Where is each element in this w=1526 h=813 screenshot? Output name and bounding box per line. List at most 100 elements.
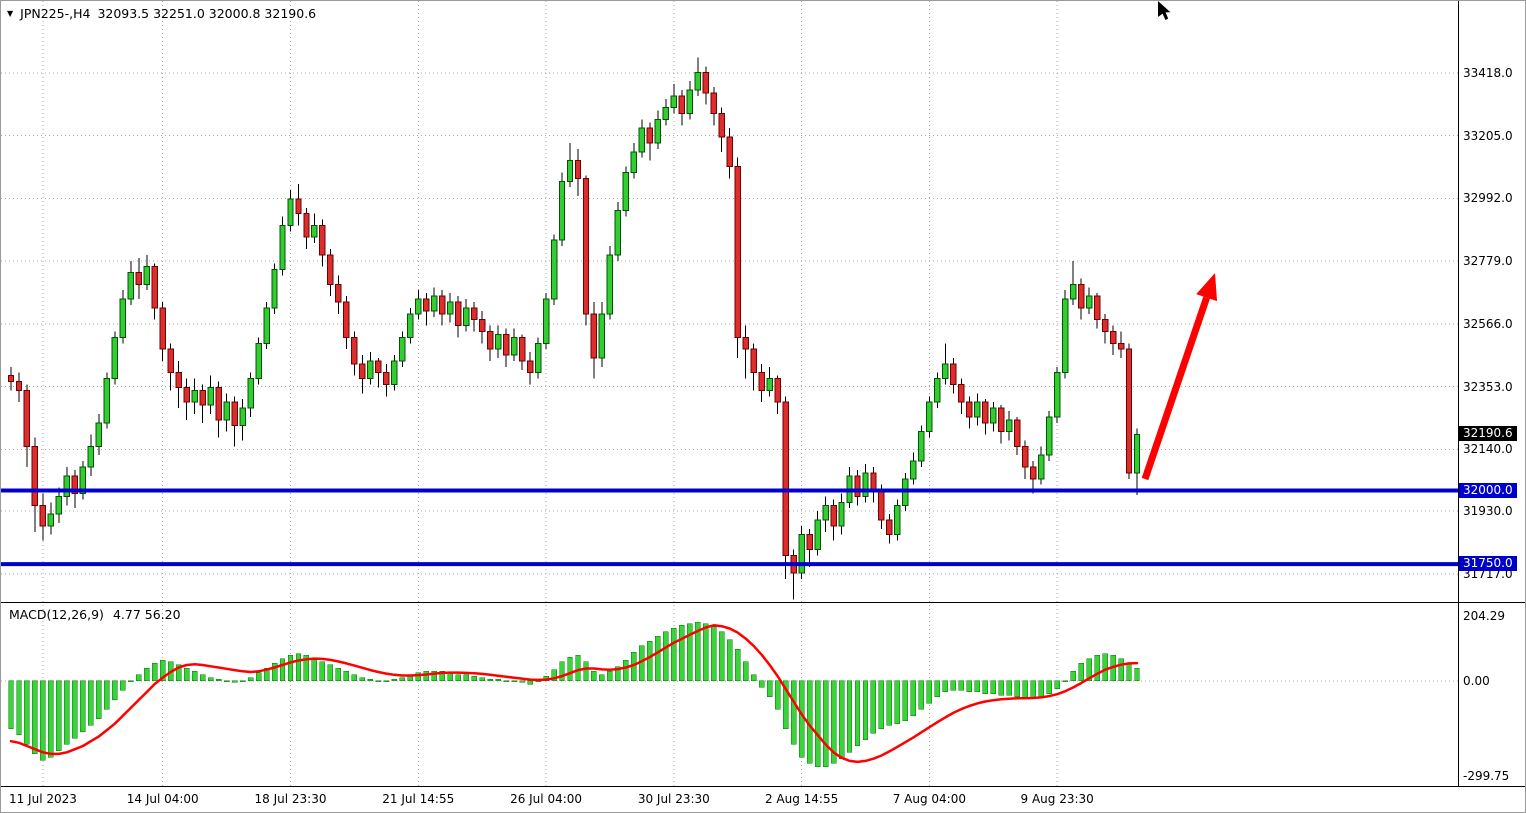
macd-histogram-bar xyxy=(1094,655,1100,682)
macd-histogram-bar xyxy=(487,679,493,682)
macd-histogram-bar xyxy=(1078,663,1084,682)
macd-histogram-bar xyxy=(104,680,110,710)
macd-indicator-label: MACD(12,26,9) 4.77 56.20 xyxy=(9,607,181,622)
macd-histogram-bar xyxy=(375,680,382,683)
macd-histogram-bar xyxy=(511,680,517,683)
macd-histogram-bar xyxy=(790,680,797,745)
candle-body xyxy=(359,363,366,380)
candle-body xyxy=(279,224,286,271)
chart-ohlc-readout: ▼ JPN225-,H4 32093.5 32251.0 32000.8 321… xyxy=(7,6,316,21)
macd-histogram-bar xyxy=(782,680,789,729)
candle-body xyxy=(598,313,606,359)
macd-histogram-bar xyxy=(814,680,821,767)
macd-histogram-bar xyxy=(343,671,350,682)
candle-body xyxy=(958,384,965,403)
ohlc-values: 32093.5 32251.0 32000.8 32190.6 xyxy=(97,6,317,21)
candle-body xyxy=(638,127,646,153)
macd-histogram-bar xyxy=(56,680,62,751)
candle-body xyxy=(143,266,150,285)
candle-body xyxy=(798,534,805,574)
macd-histogram-bar xyxy=(144,667,150,682)
macd-histogram-bar xyxy=(918,680,925,710)
candle-body xyxy=(327,254,334,285)
candle-body xyxy=(558,180,566,241)
candle-body xyxy=(135,272,142,285)
candle-body xyxy=(750,348,757,374)
candle-body xyxy=(103,378,111,424)
macd-histogram-bar xyxy=(455,674,461,682)
macd-histogram-bar xyxy=(519,680,525,683)
macd-histogram-bar xyxy=(183,667,190,682)
macd-histogram-bar xyxy=(974,680,981,693)
candle-body xyxy=(167,348,174,374)
macd-histogram-bar xyxy=(495,679,501,682)
candle-body xyxy=(159,307,166,350)
trend-arrow[interactable] xyxy=(1141,273,1218,481)
candle-body xyxy=(710,92,717,115)
macd-histogram-bar xyxy=(239,680,246,683)
macd-histogram-bar xyxy=(64,680,70,745)
candle-body xyxy=(894,504,901,536)
macd-histogram-bar xyxy=(894,680,901,724)
macd-histogram-bar xyxy=(551,669,557,682)
macd-histogram-bar xyxy=(1046,680,1052,694)
macd-histogram-bar xyxy=(687,623,693,682)
macd-histogram-bar xyxy=(351,674,358,682)
candle-body xyxy=(399,336,406,362)
macd-histogram-bar xyxy=(910,680,917,717)
macd-histogram-bar xyxy=(527,680,533,685)
macd-histogram-bar xyxy=(112,680,118,701)
macd-histogram-bar xyxy=(367,679,374,682)
macd-histogram-bar xyxy=(8,680,14,729)
candle-body xyxy=(351,336,358,365)
candle-body xyxy=(1037,454,1045,480)
macd-histogram-bar xyxy=(591,671,597,682)
candle-body xyxy=(966,401,973,418)
candle-body xyxy=(1085,295,1093,309)
candle-body xyxy=(183,386,190,403)
candle-body xyxy=(494,333,502,350)
macd-values: 4.77 56.20 xyxy=(112,607,181,622)
symbol-dropdown-icon[interactable]: ▼ xyxy=(7,8,14,18)
macd-histogram-bar xyxy=(463,674,469,682)
candle-body xyxy=(502,333,510,356)
macd-histogram-bar xyxy=(647,640,653,682)
macd-histogram-bar xyxy=(934,680,941,697)
candle-body xyxy=(862,472,869,497)
candle-body xyxy=(766,378,773,391)
macd-histogram-bar xyxy=(615,666,621,682)
macd-histogram-bar xyxy=(822,680,829,767)
macd-histogram-bar xyxy=(982,680,989,694)
support-level-lines[interactable] xyxy=(1,488,1458,567)
candle-body xyxy=(423,298,430,312)
candle-body xyxy=(247,378,254,409)
candle-body xyxy=(191,389,198,403)
candle-body xyxy=(1029,466,1037,480)
candle-body xyxy=(119,298,127,338)
macd-histogram-bar xyxy=(479,677,485,682)
candle-body xyxy=(998,407,1005,433)
macd-histogram-bar xyxy=(247,677,254,682)
macd-histogram-bar xyxy=(1030,680,1036,699)
candle-body xyxy=(1006,419,1013,433)
candle-body xyxy=(454,301,462,327)
candle-body xyxy=(55,495,63,515)
macd-histogram-bar xyxy=(1118,658,1124,682)
macd-histogram-bar xyxy=(607,671,613,682)
candle-body xyxy=(606,254,614,315)
macd-histogram-bar xyxy=(695,621,701,682)
macd-histogram-bar xyxy=(327,664,334,682)
candle-body xyxy=(127,272,134,300)
candle-body xyxy=(758,372,765,391)
candle-body xyxy=(614,210,622,256)
macd-histogram-bar xyxy=(1134,667,1140,682)
candle-body xyxy=(534,342,542,374)
macd-histogram-bar xyxy=(399,677,406,682)
pane-separators xyxy=(1,1,1525,787)
macd-histogram-bar xyxy=(311,658,318,682)
candle-body xyxy=(343,301,350,338)
macd-histogram-bar xyxy=(32,680,38,755)
macd-histogram-bar xyxy=(671,628,677,682)
candle-body xyxy=(462,307,470,327)
